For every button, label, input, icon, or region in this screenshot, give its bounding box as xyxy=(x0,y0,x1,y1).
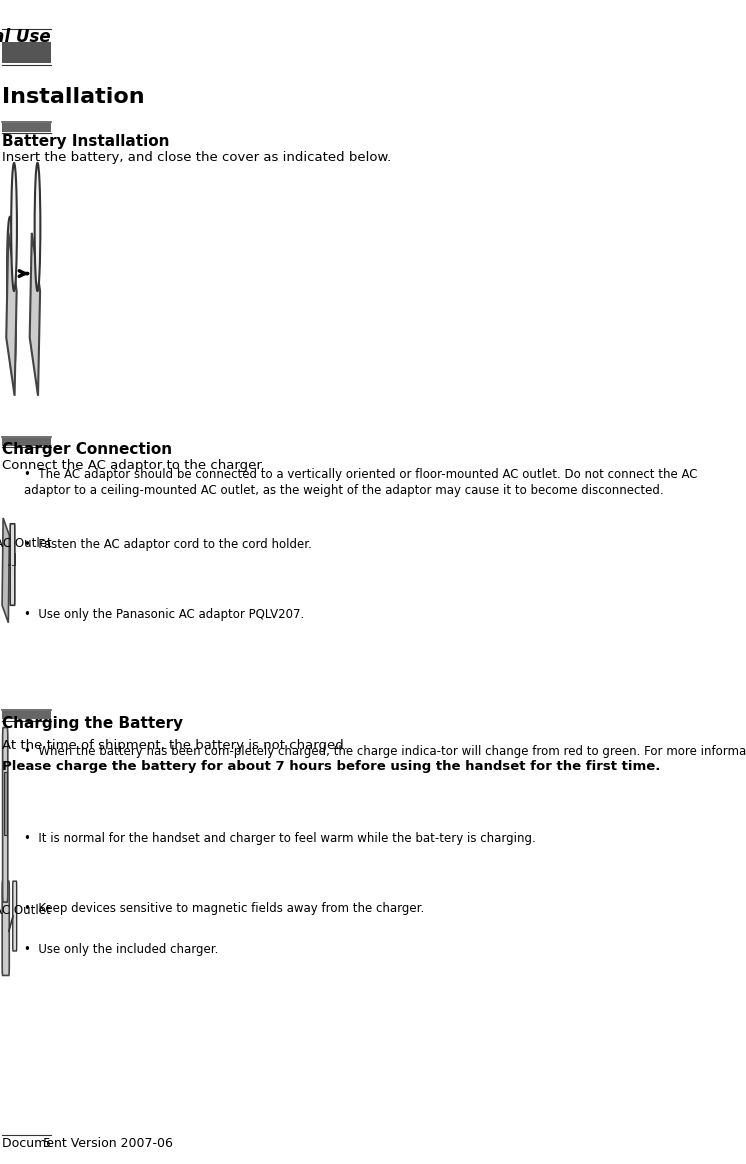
Text: •  It is normal for the handset and charger to feel warm while the bat-tery is c: • It is normal for the handset and charg… xyxy=(24,832,536,845)
Text: •  Use only the Panasonic AC adaptor PQLV207.: • Use only the Panasonic AC adaptor PQLV… xyxy=(24,608,304,620)
FancyBboxPatch shape xyxy=(4,772,7,835)
Text: •  Use only the included charger.: • Use only the included charger. xyxy=(24,943,219,956)
FancyBboxPatch shape xyxy=(1,42,51,63)
Text: At the time of shipment, the battery is not charged.: At the time of shipment, the battery is … xyxy=(1,739,351,752)
Text: 5: 5 xyxy=(43,1137,51,1150)
Text: Installation: Installation xyxy=(1,87,144,107)
Text: Battery Installation: Battery Installation xyxy=(1,134,169,149)
Text: To AC Outlet: To AC Outlet xyxy=(0,903,51,917)
Text: Before Initial Use: Before Initial Use xyxy=(0,28,51,47)
Ellipse shape xyxy=(7,217,16,377)
Circle shape xyxy=(34,163,40,291)
Text: To AC Outlet: To AC Outlet xyxy=(0,537,52,551)
FancyBboxPatch shape xyxy=(2,881,9,975)
Text: Charging the Battery: Charging the Battery xyxy=(1,716,183,731)
Text: Insert the battery, and close the cover as indicated below.: Insert the battery, and close the cover … xyxy=(1,151,391,164)
Text: Connect the AC adaptor to the charger.: Connect the AC adaptor to the charger. xyxy=(1,459,264,471)
Text: Please charge the battery for about 7 hours before using the handset for the fir: Please charge the battery for about 7 ho… xyxy=(1,760,660,773)
Text: Charger Connection: Charger Connection xyxy=(1,442,172,457)
Polygon shape xyxy=(2,518,10,623)
Text: Document Version 2007-06: Document Version 2007-06 xyxy=(1,1137,172,1150)
Polygon shape xyxy=(6,233,16,396)
Circle shape xyxy=(11,163,17,291)
Text: •  Keep devices sensitive to magnetic fields away from the charger.: • Keep devices sensitive to magnetic fie… xyxy=(24,902,424,915)
FancyBboxPatch shape xyxy=(1,438,51,446)
Polygon shape xyxy=(30,233,40,396)
FancyBboxPatch shape xyxy=(1,123,51,132)
FancyBboxPatch shape xyxy=(1,711,51,719)
FancyBboxPatch shape xyxy=(13,881,16,951)
Text: •  The AC adaptor should be connected to a vertically oriented or floor-mounted : • The AC adaptor should be connected to … xyxy=(24,468,698,497)
Text: •  When the battery has been com-pletely charged, the charge indica-tor will cha: • When the battery has been com-pletely … xyxy=(24,745,746,758)
FancyBboxPatch shape xyxy=(2,728,7,902)
FancyBboxPatch shape xyxy=(10,524,15,605)
Text: •  Fasten the AC adaptor cord to the cord holder.: • Fasten the AC adaptor cord to the cord… xyxy=(24,538,312,551)
